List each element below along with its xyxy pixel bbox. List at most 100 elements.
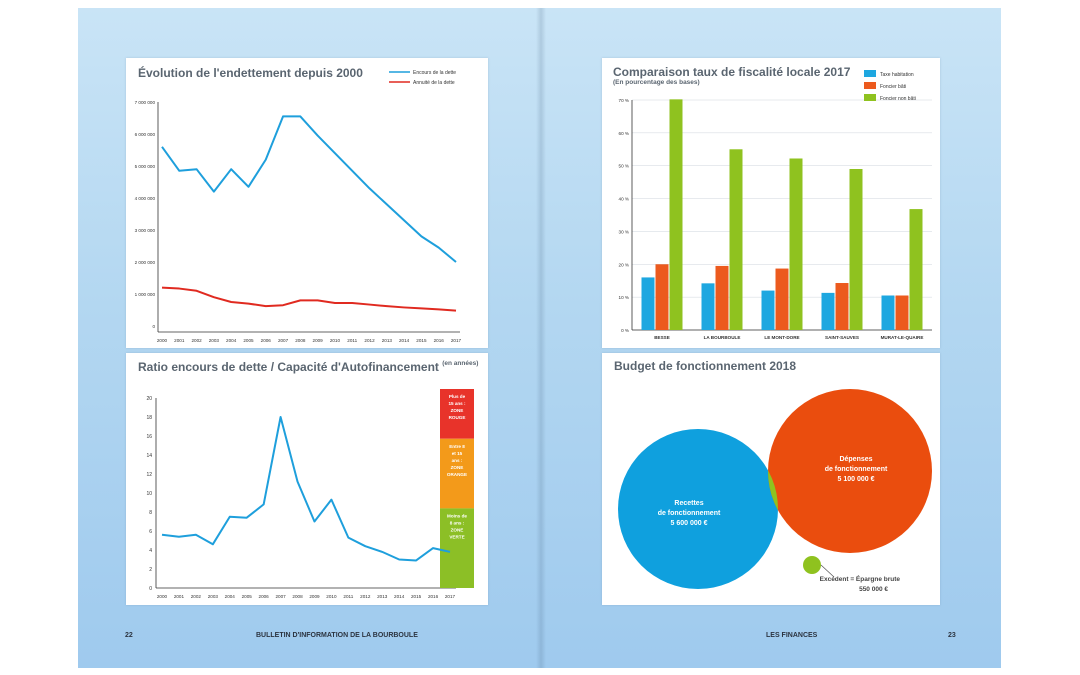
x-tick-label: 2006: [259, 594, 270, 599]
recettes-amount: 5 600 000 €: [671, 520, 708, 527]
x-tick-label: 2000: [157, 338, 168, 343]
scale-band: [440, 389, 474, 439]
scale-band-label: VERTE: [449, 534, 464, 539]
legend-label: Taxe habitation: [880, 72, 914, 78]
y-tick-label: 0 %: [621, 328, 629, 333]
x-tick-label: 2015: [411, 594, 422, 599]
x-tick-label: 2002: [191, 338, 202, 343]
x-tick-label: 2005: [242, 594, 253, 599]
y-tick-label: 40 %: [619, 197, 629, 202]
ratio-title: Ratio encours de dette / Capacité d'Auto…: [138, 360, 478, 374]
x-tick-label: 2000: [157, 594, 168, 599]
y-tick-label: 4 000 000: [135, 196, 156, 201]
bar: [715, 265, 729, 330]
x-tick-label: 2012: [364, 338, 375, 343]
budget-panel: Budget de fonctionnement 2018 Recettes de…: [602, 353, 940, 605]
bar: [775, 268, 789, 330]
scale-band-label: ROUGE: [449, 415, 466, 420]
excedent-amount: 550 000 €: [859, 586, 888, 593]
budget-venn-diagram: Recettes de fonctionnement 5 600 000 € Dépe…: [618, 389, 932, 593]
ratio-title-suffix: (en années): [442, 360, 479, 367]
tax-comparison-panel: Comparaison taux de fiscalité locale 201…: [602, 58, 940, 348]
right-page-number: 23: [948, 632, 956, 639]
y-tick-label: 16: [146, 434, 152, 440]
bar: [881, 295, 895, 330]
x-tick-label: 2011: [343, 594, 353, 599]
x-tick-label: LA BOURBOULE: [704, 335, 741, 340]
y-tick-label: 6 000 000: [135, 132, 156, 137]
x-tick-label: BESSE: [654, 335, 670, 340]
depenses-label-1: Dépenses: [839, 456, 872, 463]
x-tick-label: 2014: [394, 594, 405, 599]
legend-label: Annuité de la dette: [413, 80, 455, 86]
recettes-circle: [618, 429, 778, 589]
legend-label: Foncier non bâti: [880, 96, 916, 102]
y-tick-label: 20: [146, 396, 152, 402]
tax-comparison-chart: 0 % 10 % 20 % 30 % 40 % 50 % 60 % 70 % BESSE LA B…: [619, 70, 932, 340]
x-tick-label: 2013: [382, 338, 393, 343]
scale-band: [440, 508, 474, 588]
y-tick-label: 1 000 000: [135, 292, 156, 297]
legend-swatch: [864, 94, 876, 101]
debt-evolution-chart: 0 1 000 000 2 000 000 3 000 000 4 000 000 5 0…: [135, 70, 462, 343]
bar: [909, 209, 923, 330]
x-tick-label: 2009: [309, 594, 320, 599]
page-gutter: [536, 8, 546, 668]
magazine-spread: Évolution de l'endettement depuis 2000 0…: [78, 8, 1001, 668]
right-page-footer-title: LES FINANCES: [766, 632, 818, 639]
bar: [789, 158, 803, 330]
y-tick-label: 14: [146, 453, 152, 459]
x-tick-label: LE MONT-DORE: [764, 335, 799, 340]
ratio-chart: 0 2 4 6 8 10 12 14 16 18 20 2000 2001 2002 2003 2004 200…: [146, 389, 474, 599]
bar: [835, 283, 849, 330]
left-page-number: 22: [125, 632, 133, 639]
y-tick-label: 4: [149, 548, 152, 554]
bar: [761, 290, 775, 330]
scale-band: [440, 438, 474, 509]
series-line: [161, 416, 451, 562]
x-tick-label: 2007: [278, 338, 289, 343]
scale-band-label: ORANGE: [447, 472, 467, 477]
scale-band-label: ZONE: [451, 527, 464, 532]
y-tick-label: 6: [149, 529, 152, 535]
bar: [729, 149, 743, 330]
x-tick-label: 2015: [416, 338, 427, 343]
x-tick-label: 2007: [275, 594, 286, 599]
y-tick-label: 50 %: [619, 164, 629, 169]
scale-band-label: 15 ans :: [448, 401, 466, 406]
ratio-panel: Ratio encours de dette / Capacité d'Auto…: [126, 353, 488, 605]
y-tick-label: 8: [149, 510, 152, 516]
x-tick-label: SAINT-SAUVES: [825, 335, 859, 340]
bar: [701, 283, 715, 330]
scale-band-label: Plus de: [449, 394, 466, 399]
y-tick-label: 7 000 000: [135, 100, 156, 105]
x-tick-label: 2011: [347, 338, 357, 343]
y-tick-label: 12: [146, 472, 152, 478]
y-tick-label: 0: [152, 324, 155, 329]
excedent-dot: [803, 556, 821, 574]
debt-evolution-panel: Évolution de l'endettement depuis 2000 0…: [126, 58, 488, 348]
depenses-circle: [768, 389, 932, 553]
scale-band-label: 8 ans :: [450, 520, 465, 525]
scale-band-label: et 15: [452, 451, 463, 456]
scale-band-label: Entre 8: [449, 444, 465, 449]
recettes-label-2: de fonctionnement: [658, 510, 721, 517]
y-tick-label: 60 %: [619, 131, 629, 136]
bar: [655, 264, 669, 330]
recettes-label-1: Recettes: [674, 500, 703, 507]
x-tick-label: 2008: [292, 594, 303, 599]
y-tick-label: 10: [146, 491, 152, 497]
x-tick-label: 2010: [330, 338, 341, 343]
x-tick-label: 2017: [451, 338, 462, 343]
x-tick-label: 2002: [191, 594, 202, 599]
x-tick-label: 2014: [399, 338, 410, 343]
x-tick-label: 2006: [261, 338, 272, 343]
bar: [849, 169, 863, 330]
x-tick-label: 2013: [377, 594, 388, 599]
x-tick-label: 2003: [208, 594, 219, 599]
tax-comparison-title: Comparaison taux de fiscalité locale 201…: [613, 65, 851, 79]
y-tick-label: 2: [149, 567, 152, 573]
y-tick-label: 2 000 000: [135, 260, 156, 265]
excedent-label: Excédent = Épargne brute: [820, 574, 901, 583]
x-tick-label: 2016: [428, 594, 439, 599]
